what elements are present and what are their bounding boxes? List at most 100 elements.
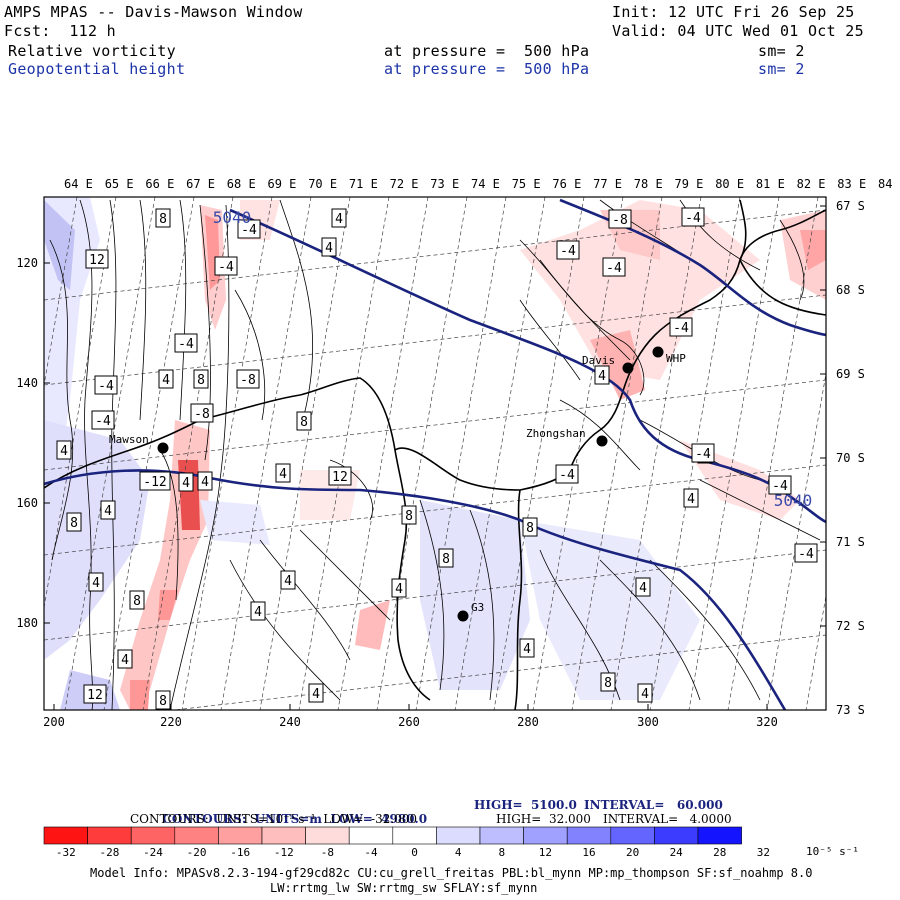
colorbar-tick-label: 28 xyxy=(713,846,727,859)
stations: Davis WHP Zhongshan Mawson G3 xyxy=(109,346,686,622)
svg-text:Davis: Davis xyxy=(582,354,615,367)
x-tick-label: 220 xyxy=(160,715,182,729)
vorticity-label: 4 xyxy=(683,488,699,508)
x-tick-label: 280 xyxy=(517,715,539,729)
init-time: Init: 12 UTC Fri 26 Sep 25 xyxy=(612,3,855,21)
svg-text:8: 8 xyxy=(70,516,78,531)
vorticity-label: 4 xyxy=(321,237,337,257)
vorticity-label: 4 xyxy=(250,601,266,621)
svg-text:4: 4 xyxy=(598,369,606,384)
svg-text:8: 8 xyxy=(159,694,167,709)
vorticity-label: 4 xyxy=(88,572,104,592)
lat-label: 68 S xyxy=(836,283,865,297)
svg-text:-4: -4 xyxy=(98,379,114,394)
lon-label: 83 E xyxy=(837,177,866,191)
vorticity-label: -4 xyxy=(602,257,626,277)
lat-label: 69 S xyxy=(836,367,865,381)
colorbar-swatch xyxy=(610,826,655,845)
vorticity-label: 4 xyxy=(117,649,133,669)
lon-label: 67 E xyxy=(186,177,215,191)
lon-label: 72 E xyxy=(390,177,419,191)
lon-label: 73 E xyxy=(430,177,459,191)
vorticity-label: 4 xyxy=(331,208,347,228)
colorbar-tick-label: 0 xyxy=(411,846,418,859)
svg-text:-12: -12 xyxy=(143,475,166,490)
station-g3: G3 xyxy=(457,601,484,622)
colorbar-tick-label: 24 xyxy=(669,846,683,859)
vorticity-high: HIGH= 32.000 xyxy=(496,812,591,826)
vorticity-label: 12 xyxy=(83,684,107,704)
station-zhongshan: Zhongshan xyxy=(526,427,608,447)
lon-label: 68 E xyxy=(227,177,256,191)
height-value-label: 5040 xyxy=(774,491,813,510)
vorticity-label: 8 xyxy=(155,690,171,710)
vorticity-label: 4 xyxy=(275,463,291,483)
vorticity-label: -8 xyxy=(236,369,260,389)
colorbar-tick-label: -24 xyxy=(143,846,163,859)
svg-text:-4: -4 xyxy=(559,468,575,483)
colorbar-tick-label: 20 xyxy=(625,846,640,859)
vorticity-label: -4 xyxy=(669,317,693,337)
colorbar-tick-label: -28 xyxy=(99,846,120,859)
lon-label: 84 E xyxy=(878,177,900,191)
lon-label: 71 E xyxy=(349,177,378,191)
vorticity-label: 4 xyxy=(197,471,213,491)
vorticity-label: 4 xyxy=(308,683,324,703)
vorticity-interval: INTERVAL= 4.0000 xyxy=(603,812,732,826)
lat-label: 72 S xyxy=(836,619,865,633)
y-tick-label: 160 xyxy=(16,496,38,510)
colorbar-swatch xyxy=(87,826,132,845)
vorticity-label: 4 xyxy=(158,369,174,389)
lon-label: 69 E xyxy=(268,177,297,191)
colorbar xyxy=(43,826,742,845)
svg-text:4: 4 xyxy=(60,444,68,459)
colorbar-swatch xyxy=(654,826,699,845)
field2-name: Geopotential height xyxy=(8,60,186,78)
svg-text:4: 4 xyxy=(284,574,292,589)
vorticity-label: 8 xyxy=(66,512,82,532)
vorticity-label: 4 xyxy=(635,577,651,597)
station-mawson: Mawson xyxy=(109,433,169,454)
svg-text:-4: -4 xyxy=(685,211,701,226)
lon-label: 77 E xyxy=(593,177,622,191)
axis-ticks xyxy=(44,205,826,711)
vorticity-label: 8 xyxy=(296,411,312,431)
y-tick-label: 120 xyxy=(16,256,38,270)
svg-text:8: 8 xyxy=(442,552,450,567)
colorbar-tick-label: 16 xyxy=(582,846,596,859)
x-tick-label: 200 xyxy=(43,715,65,729)
vorticity-label: 4 xyxy=(519,638,535,658)
map-frame xyxy=(43,196,827,711)
lon-label: 79 E xyxy=(675,177,704,191)
colorbar-swatch xyxy=(174,826,219,845)
svg-text:4: 4 xyxy=(325,241,333,256)
lon-label: 78 E xyxy=(634,177,663,191)
lat-label: 67 S xyxy=(836,199,865,213)
svg-text:8: 8 xyxy=(197,373,205,388)
svg-text:12: 12 xyxy=(87,688,103,703)
svg-text:-4: -4 xyxy=(241,223,257,238)
vorticity-label: -8 xyxy=(608,209,632,229)
svg-text:4: 4 xyxy=(201,475,209,490)
svg-text:12: 12 xyxy=(332,470,348,485)
colorbar-tick-label: 12 xyxy=(538,846,553,859)
lat-label: 70 S xyxy=(836,451,865,465)
y-tick-label: 180 xyxy=(16,616,38,630)
lat-label: 71 S xyxy=(836,535,865,549)
svg-text:4: 4 xyxy=(162,373,170,388)
vorticity-label: -4 xyxy=(94,375,118,395)
lon-label: 74 E xyxy=(471,177,500,191)
colorbar-swatch xyxy=(43,826,88,845)
colorbar-swatch xyxy=(392,826,437,845)
lon-label: 64 E xyxy=(64,177,93,191)
svg-text:8: 8 xyxy=(159,212,167,227)
vorticity-units: CONTOURS: UNITS=10⁻⁵ s⁻¹ LOW= -32.000 xyxy=(130,812,418,826)
vorticity-label: 12 xyxy=(328,466,352,486)
vorticity-label: 4 xyxy=(391,578,407,598)
colorbar-tick-label: -8 xyxy=(320,846,335,859)
vorticity-label: -4 xyxy=(91,410,115,430)
vorticity-label: 4 xyxy=(178,472,194,492)
vorticity-shading xyxy=(44,197,826,710)
svg-text:4: 4 xyxy=(312,687,320,702)
lon-label: 81 E xyxy=(756,177,785,191)
